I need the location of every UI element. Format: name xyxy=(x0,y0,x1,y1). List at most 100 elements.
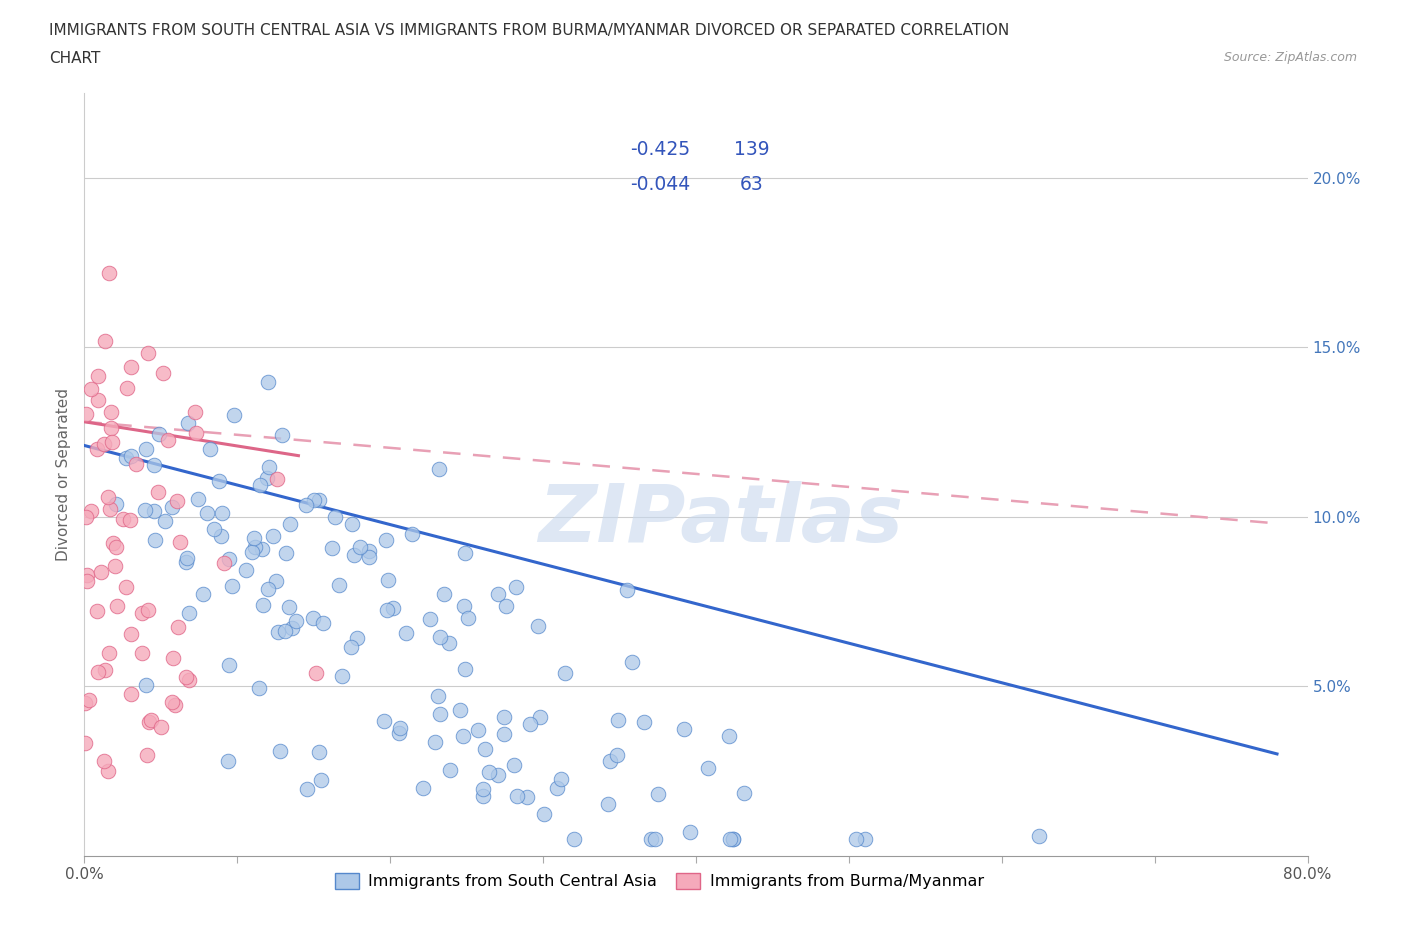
Point xyxy=(373,713,395,728)
Point xyxy=(321,541,343,556)
Point xyxy=(308,744,330,759)
Point xyxy=(723,831,745,846)
Point xyxy=(75,510,97,525)
Point xyxy=(208,473,231,488)
Point xyxy=(191,587,214,602)
Point xyxy=(131,605,153,620)
Point xyxy=(295,782,318,797)
Point xyxy=(87,665,110,680)
Point xyxy=(177,672,200,687)
Point xyxy=(733,785,755,800)
Point xyxy=(309,772,332,787)
Point xyxy=(242,544,264,559)
Point xyxy=(269,743,291,758)
Point xyxy=(179,605,201,620)
Point xyxy=(221,578,243,593)
Point xyxy=(257,375,280,390)
Point xyxy=(437,636,460,651)
Point xyxy=(76,567,98,582)
Point xyxy=(118,512,141,527)
Point xyxy=(111,512,134,526)
Point xyxy=(457,611,479,626)
Point xyxy=(104,559,127,574)
Point xyxy=(235,563,257,578)
Point xyxy=(104,497,127,512)
Point xyxy=(607,712,630,727)
Point xyxy=(267,625,290,640)
Point xyxy=(138,714,160,729)
Point xyxy=(495,598,517,613)
Point xyxy=(184,405,207,419)
Point xyxy=(87,392,110,407)
Point xyxy=(853,831,876,846)
Point xyxy=(506,789,529,804)
Point xyxy=(209,528,232,543)
Point xyxy=(395,626,418,641)
Point xyxy=(526,618,548,633)
Point xyxy=(274,624,297,639)
Point xyxy=(516,790,538,804)
Point xyxy=(346,631,368,645)
Point xyxy=(472,789,495,804)
Text: -0.425: -0.425 xyxy=(630,140,690,159)
Point xyxy=(174,554,197,569)
Point xyxy=(647,787,669,802)
Point xyxy=(76,573,98,588)
Point xyxy=(546,780,568,795)
Point xyxy=(550,771,572,786)
Point xyxy=(98,266,121,281)
Point xyxy=(211,506,233,521)
Point xyxy=(1028,829,1050,844)
Point xyxy=(247,680,270,695)
Point xyxy=(343,547,366,562)
Point xyxy=(101,434,124,449)
Point xyxy=(75,736,97,751)
Point xyxy=(80,382,103,397)
Point xyxy=(412,781,434,796)
Point xyxy=(86,604,108,618)
Point xyxy=(492,726,515,741)
Point xyxy=(451,728,474,743)
Point xyxy=(105,599,128,614)
Point xyxy=(375,603,398,618)
Text: -0.044: -0.044 xyxy=(630,175,690,193)
Point xyxy=(644,831,666,846)
Point xyxy=(425,735,447,750)
Point xyxy=(505,579,527,594)
Point xyxy=(120,687,142,702)
Point xyxy=(100,405,122,419)
Point xyxy=(302,493,325,508)
Point xyxy=(474,741,496,756)
Point xyxy=(696,761,718,776)
Legend: Immigrants from South Central Asia, Immigrants from Burma/Myanmar: Immigrants from South Central Asia, Immi… xyxy=(326,865,991,897)
Point xyxy=(93,333,115,348)
Point xyxy=(153,513,176,528)
Point xyxy=(195,505,218,520)
Point xyxy=(388,725,411,740)
Point xyxy=(486,767,509,782)
Point xyxy=(75,696,97,711)
Point xyxy=(262,528,284,543)
Point xyxy=(294,498,316,512)
Point xyxy=(381,601,404,616)
Point xyxy=(243,530,266,545)
Point xyxy=(266,472,288,486)
Point xyxy=(75,406,97,421)
Point xyxy=(218,551,240,566)
Point xyxy=(148,427,170,442)
Point xyxy=(93,436,115,451)
Point xyxy=(679,824,702,839)
Point xyxy=(135,678,157,693)
Point xyxy=(564,831,586,846)
Point xyxy=(156,432,179,447)
Point xyxy=(143,533,166,548)
Point xyxy=(117,380,139,395)
Point xyxy=(202,522,225,537)
Point xyxy=(218,753,240,768)
Point xyxy=(169,535,191,550)
Point xyxy=(77,692,100,707)
Point xyxy=(718,831,741,846)
Point xyxy=(152,365,174,380)
Point xyxy=(212,555,235,570)
Point xyxy=(723,831,745,846)
